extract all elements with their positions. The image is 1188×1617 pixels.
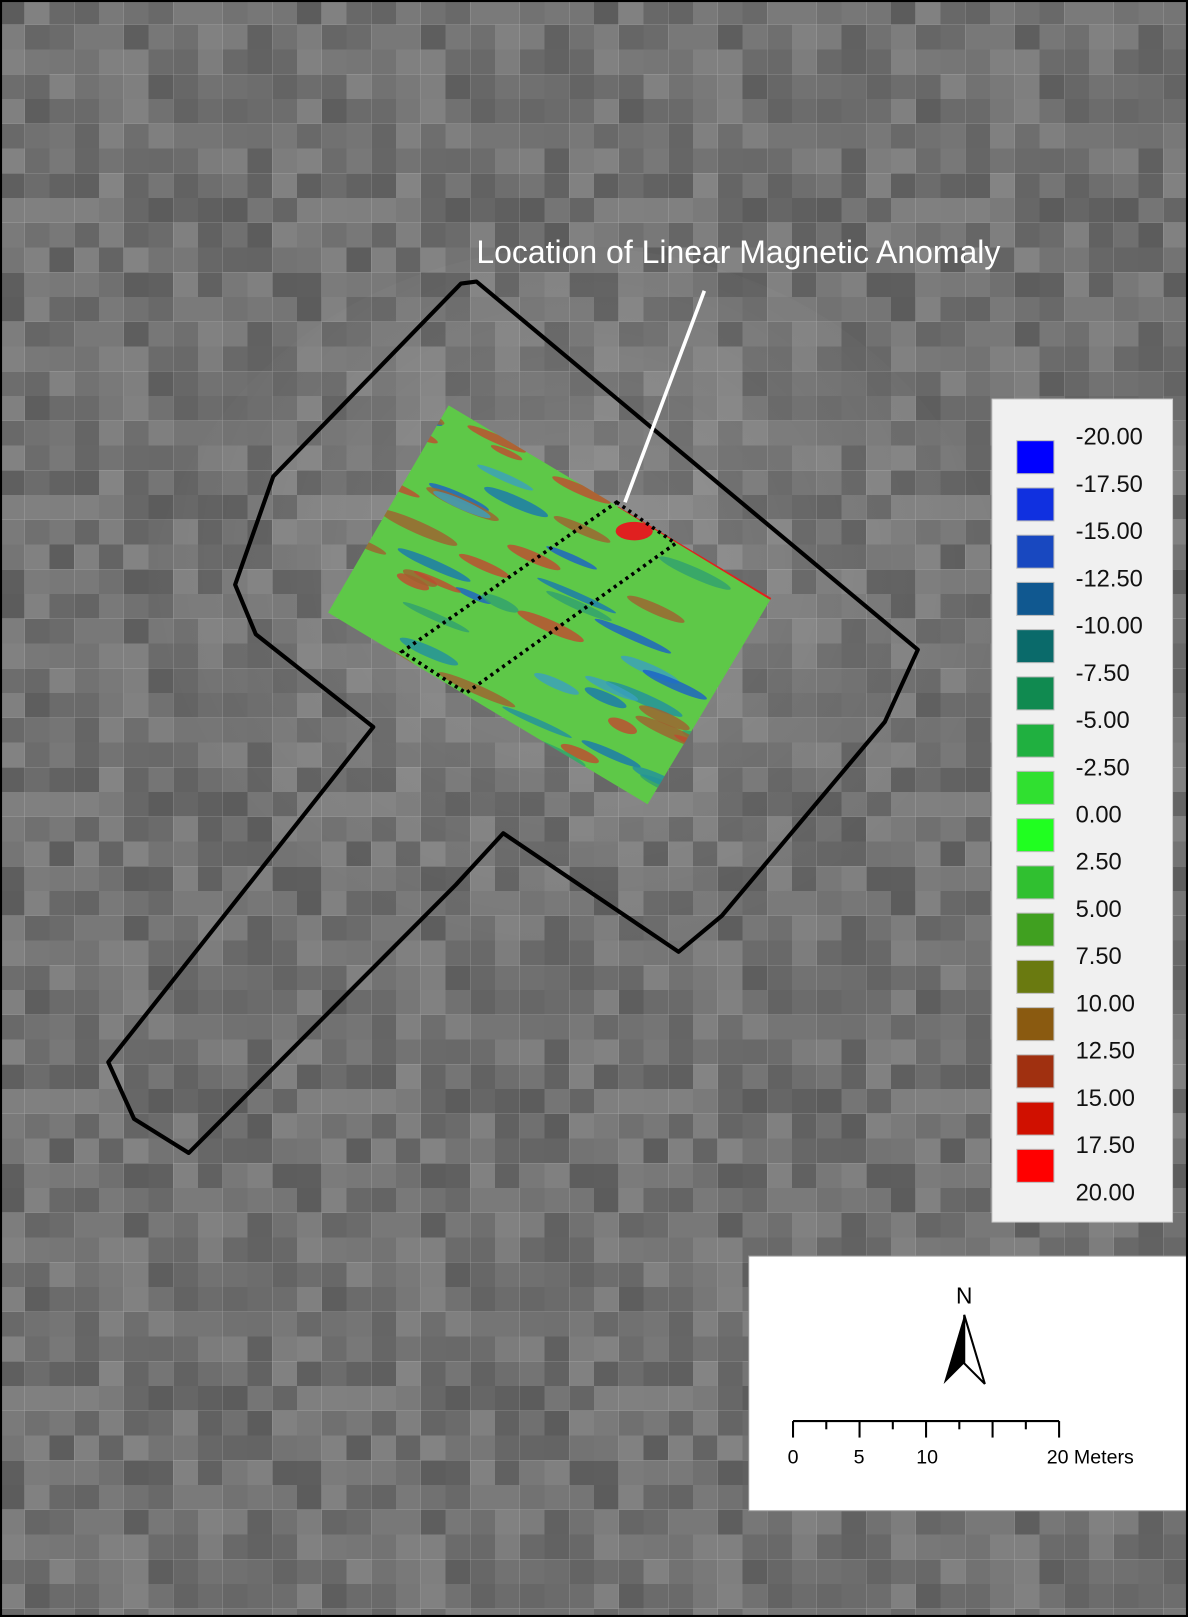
legend-swatch	[1017, 771, 1054, 804]
scale-label: 0	[788, 1446, 799, 1468]
legend-label: 2.50	[1076, 850, 1122, 876]
legend-label: 20.00	[1076, 1180, 1135, 1206]
legend-label: -20.00	[1076, 425, 1143, 451]
scale-panel: N 0 5 10 20 Meters	[749, 1256, 1188, 1511]
legend-swatch	[1017, 1149, 1054, 1182]
map: Location of Linear Magnetic Anomaly -20.…	[0, 0, 1188, 1617]
legend-swatch	[1017, 724, 1054, 757]
legend-label: 17.50	[1076, 1133, 1135, 1159]
legend-label: 15.00	[1076, 1086, 1135, 1112]
legend-label: -15.00	[1076, 519, 1143, 545]
legend-label: -5.00	[1076, 708, 1130, 734]
legend-swatch	[1017, 1102, 1054, 1135]
annotation: Location of Linear Magnetic Anomaly	[476, 234, 1000, 270]
legend-label: -17.50	[1076, 472, 1143, 498]
legend-label: 12.50	[1076, 1039, 1135, 1065]
legend-swatch	[1017, 441, 1054, 474]
legend-swatch	[1017, 866, 1054, 899]
legend-swatch	[1017, 488, 1054, 521]
legend-label: -7.50	[1076, 661, 1130, 687]
legend-swatch	[1017, 582, 1054, 615]
legend-swatch	[1017, 819, 1054, 852]
legend-swatch	[1017, 630, 1054, 663]
legend-label: -12.50	[1076, 566, 1143, 592]
north-label: N	[956, 1282, 972, 1308]
legend-label: -10.00	[1076, 614, 1143, 640]
legend-label: 5.00	[1076, 897, 1122, 923]
scale-label: 20 Meters	[1047, 1446, 1134, 1468]
legend-swatch	[1017, 960, 1054, 993]
legend-swatch	[1017, 677, 1054, 710]
legend-label: 10.00	[1076, 991, 1135, 1017]
legend-swatch	[1017, 913, 1054, 946]
legend-swatch	[1017, 1008, 1054, 1041]
legend-label: 0.00	[1076, 803, 1122, 829]
legend-swatch	[1017, 1055, 1054, 1088]
scale-label: 10	[916, 1446, 938, 1468]
legend-label: 7.50	[1076, 944, 1122, 970]
legend: -20.00 -17.50 -15.00 -12.50 -10.00 -7.50 -5.00…	[992, 399, 1172, 1222]
legend-label: -2.50	[1076, 755, 1130, 781]
scale-label: 5	[854, 1446, 865, 1468]
legend-swatch	[1017, 535, 1054, 568]
